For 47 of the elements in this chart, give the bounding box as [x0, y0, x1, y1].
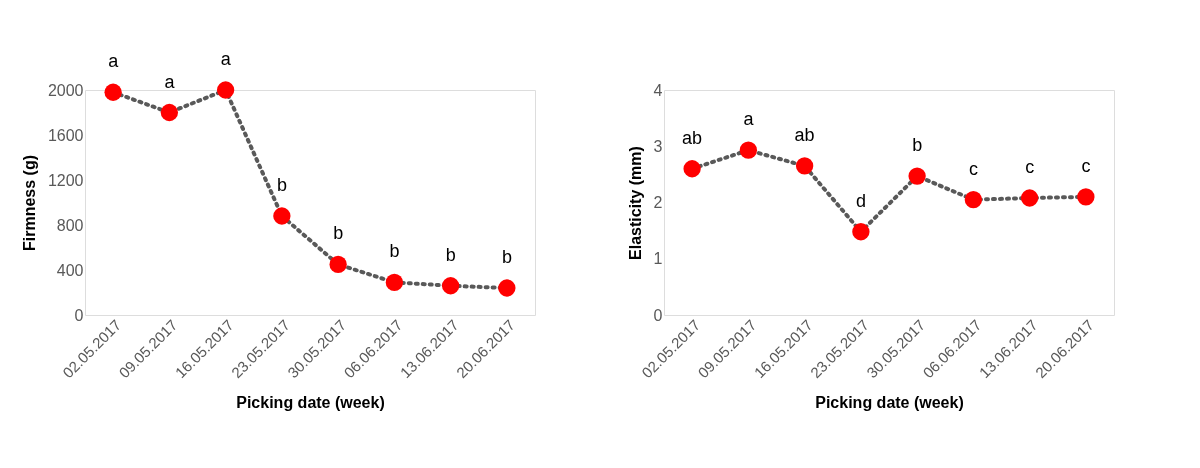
annotation: ab [682, 127, 703, 148]
y-tick-label: 1600 [47, 126, 84, 144]
annotation: a [164, 71, 176, 92]
x-axis-title: Picking date (week) [236, 394, 385, 412]
annotation: b [912, 135, 923, 156]
point [964, 191, 983, 209]
y-axis-title: Elasticity (mm) [626, 146, 644, 260]
annotation: b [445, 244, 456, 265]
y-tick-label: 2000 [47, 81, 84, 99]
point [908, 167, 926, 185]
point [385, 273, 404, 292]
point [104, 83, 122, 101]
point [683, 160, 701, 178]
point [739, 141, 758, 159]
y-tick-label: 400 [56, 261, 84, 279]
point [329, 255, 347, 274]
annotation: c [1025, 157, 1035, 177]
y-tick-label: 0 [74, 306, 84, 324]
annotation: c [968, 158, 978, 179]
annotation: d [855, 190, 866, 211]
y-tick-label: 4 [653, 81, 663, 99]
point [1020, 189, 1039, 207]
annotation: b [276, 175, 287, 195]
annotation: c [1081, 155, 1091, 176]
point [160, 103, 179, 122]
annotation: b [389, 241, 400, 262]
point [441, 277, 460, 295]
annotation: b [501, 247, 512, 267]
annotation: ab [794, 124, 815, 145]
annotation: b [333, 223, 344, 244]
y-tick-label: 1 [653, 250, 663, 268]
point [852, 223, 870, 241]
x-axis-title: Picking date (week) [815, 394, 964, 412]
point [795, 157, 814, 175]
y-tick-label: 3 [653, 137, 663, 155]
point [273, 207, 291, 225]
y-tick-label: 1200 [47, 171, 84, 189]
y-tick-label: 2 [653, 194, 663, 211]
point [498, 279, 516, 297]
annotation: a [108, 51, 120, 72]
y-tick-label: 0 [653, 306, 663, 324]
point [216, 81, 235, 99]
annotation: a [743, 109, 755, 130]
annotation: a [220, 49, 232, 69]
y-tick-label: 800 [56, 216, 84, 234]
point [1077, 188, 1095, 206]
y-axis-title: Firmness (g) [20, 154, 38, 252]
